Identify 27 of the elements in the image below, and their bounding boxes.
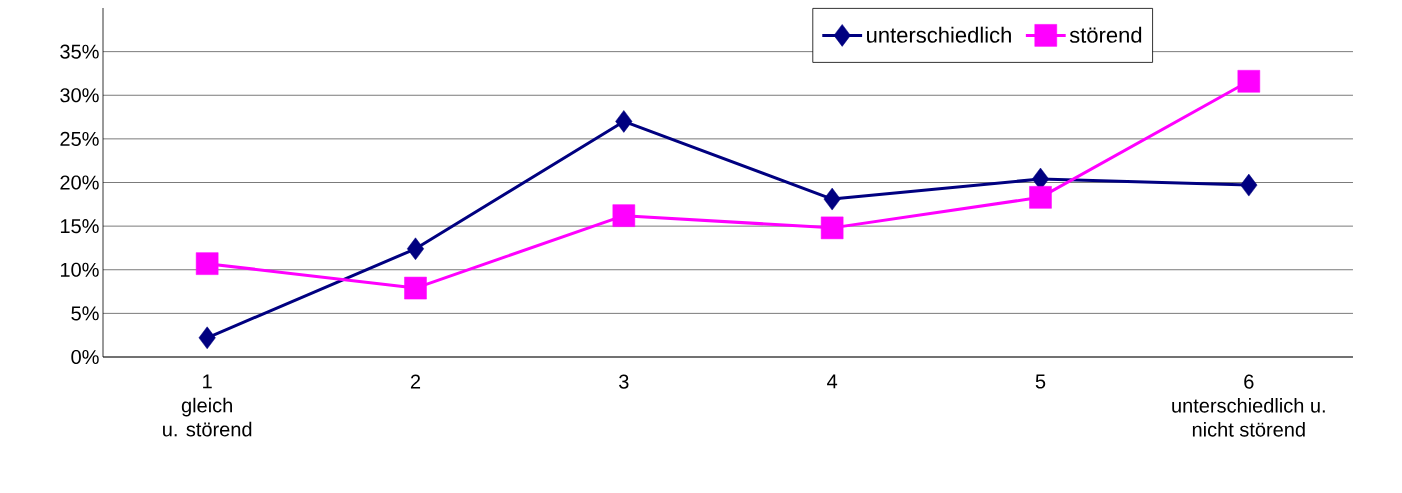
point bbox=[612, 204, 636, 227]
point bbox=[1029, 186, 1052, 209]
y-tick-label: 35% bbox=[60, 44, 99, 59]
x-tick-label: 6 unterschiedlich u. nicht störend bbox=[1172, 374, 1325, 437]
x-tick-label: 5 bbox=[1035, 374, 1046, 389]
y-tick-label: 30% bbox=[60, 88, 99, 103]
legend-label: unterschiedlich bbox=[867, 26, 1011, 43]
point bbox=[1240, 173, 1258, 197]
point bbox=[407, 237, 424, 261]
y-tick-label: 10% bbox=[60, 262, 99, 277]
y-tick-label: 25% bbox=[60, 131, 99, 146]
point bbox=[823, 187, 841, 211]
point bbox=[820, 216, 844, 240]
point bbox=[198, 326, 216, 350]
y-tick-label: 0% bbox=[71, 349, 99, 365]
y-tick-label: 20% bbox=[60, 175, 99, 190]
point bbox=[195, 252, 219, 275]
x-tick-label: 4 bbox=[827, 374, 838, 389]
point bbox=[1237, 70, 1261, 93]
y-tick-label: 15% bbox=[60, 219, 99, 234]
x-tick-label: 1 gleich u. störend bbox=[163, 374, 252, 437]
x-tick-label: 3 bbox=[619, 374, 629, 389]
point bbox=[404, 276, 427, 300]
y-tick-label: 5% bbox=[71, 306, 99, 321]
legend-label: störend bbox=[1069, 26, 1142, 43]
x-tick-label: 2 bbox=[410, 374, 421, 389]
point bbox=[615, 110, 633, 133]
